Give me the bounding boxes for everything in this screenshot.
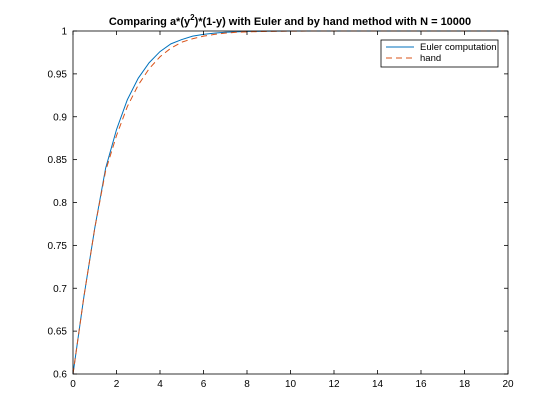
y-tick-label: 1 xyxy=(61,27,67,38)
x-tick-label: 14 xyxy=(372,379,384,390)
x-tick-label: 10 xyxy=(285,379,297,390)
y-tick-label: 0.95 xyxy=(48,69,68,80)
legend: Euler computation hand xyxy=(380,39,499,68)
x-tick-label: 4 xyxy=(157,379,163,390)
x-tick-label: 6 xyxy=(201,379,207,390)
chart-title: Comparing a*(y2)*(1-y) with Euler and by… xyxy=(109,13,471,28)
x-tick-label: 18 xyxy=(459,379,471,390)
y-tick-label: 0.65 xyxy=(48,327,68,338)
plot-border xyxy=(72,30,509,375)
plot-area xyxy=(73,31,508,374)
legend-label-hand: hand xyxy=(420,53,441,64)
title-prefix: Comparing a*(y xyxy=(109,16,191,28)
x-tick-label: 20 xyxy=(502,379,514,390)
y-tick-label: 0.9 xyxy=(53,112,67,123)
legend-box xyxy=(380,39,499,68)
x-tick-label: 12 xyxy=(328,379,340,390)
ticks-layer: 0 2 4 6 8 10 12 14 16 18 20 0.6 0.65 0.7 0.75 0.8 0.85 0.… xyxy=(48,27,514,391)
y-tick-label: 0.8 xyxy=(53,198,67,209)
x-tick-label: 8 xyxy=(244,379,250,390)
y-tick-label: 0.75 xyxy=(48,241,68,252)
y-tick-label: 0.7 xyxy=(53,284,67,295)
y-tick-label: 0.85 xyxy=(48,155,68,166)
y-tick-label: 0.6 xyxy=(53,370,67,381)
title-superscript: 2 xyxy=(190,13,195,22)
legend-label-euler: Euler computation xyxy=(420,42,497,53)
x-tick-label: 2 xyxy=(114,379,120,390)
title-suffix: )*(1-y) with Euler and by hand method wi… xyxy=(195,16,472,28)
x-tick-label: 0 xyxy=(70,379,76,390)
x-tick-label: 16 xyxy=(415,379,427,390)
